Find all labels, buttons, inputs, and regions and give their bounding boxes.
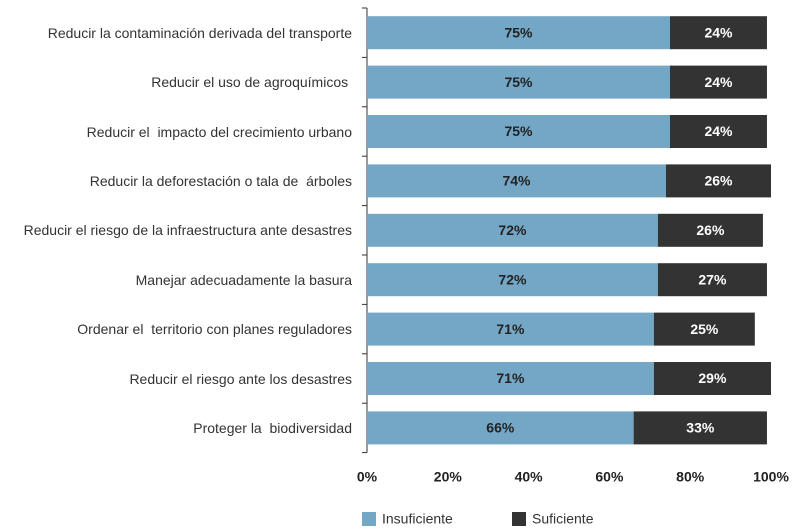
data-label: 75% [504,24,533,40]
bar-segment [367,362,654,395]
bar-segment [367,263,658,297]
data-label: 72% [498,222,527,238]
data-label: 24% [704,24,733,40]
data-label: 26% [696,222,725,238]
bar-segment [665,164,771,198]
data-label: 33% [686,420,715,436]
bar-segment [367,411,634,445]
category-label: Reducir la deforestación o tala de árbol… [89,172,352,189]
category-label: Proteger la biodiversidad [193,419,352,436]
category-label: Reducir el riesgo ante los desastres [129,370,352,387]
bar-segment [670,16,767,50]
legend-swatch [362,512,376,526]
data-label: 29% [698,370,727,386]
legend-label: Suficiente [532,511,594,527]
bar-segment [633,411,767,445]
bar-segment [670,65,767,99]
bar-segment [657,213,763,247]
x-tick-label: 80% [676,468,705,484]
bar-segment [367,65,670,99]
data-label: 24% [704,123,733,139]
x-tick-label: 0% [357,468,378,484]
bar-segment [653,312,755,346]
bar-segment [367,115,670,148]
data-label: 75% [504,123,533,139]
data-label: 71% [496,370,525,386]
data-label: 71% [496,321,525,337]
category-label: Ordenar el territorio con planes regulad… [77,321,352,338]
bar-segment [657,263,767,297]
data-label: 72% [498,271,527,287]
data-label: 24% [704,74,733,90]
data-label: 26% [704,173,733,189]
bar-segment [670,115,767,148]
bar-segment [367,164,666,198]
bar-segment [367,312,654,346]
data-label: 74% [502,173,531,189]
x-tick-label: 40% [515,468,544,484]
x-tick-label: 60% [595,468,624,484]
bar-segment [653,362,771,395]
x-tick-label: 100% [753,468,789,484]
data-label: 27% [698,271,727,287]
legend-swatch [512,512,526,526]
category-label: Reducir la contaminación derivada del tr… [47,24,352,41]
category-label: Manejar adecuadamente la basura [135,271,352,288]
data-label: 25% [690,321,719,337]
data-label: 75% [504,74,533,90]
category-label: Reducir el impacto del crecimiento urban… [86,123,352,140]
data-label: 66% [486,420,515,436]
bar-segment [367,213,658,247]
legend-label: Insuficiente [382,511,453,527]
bar-segment [367,16,670,50]
x-tick-label: 20% [434,468,463,484]
category-label: Reducir el uso de agroquímicos [151,74,352,91]
category-label: Reducir el riesgo de la infraestructura … [23,222,352,239]
